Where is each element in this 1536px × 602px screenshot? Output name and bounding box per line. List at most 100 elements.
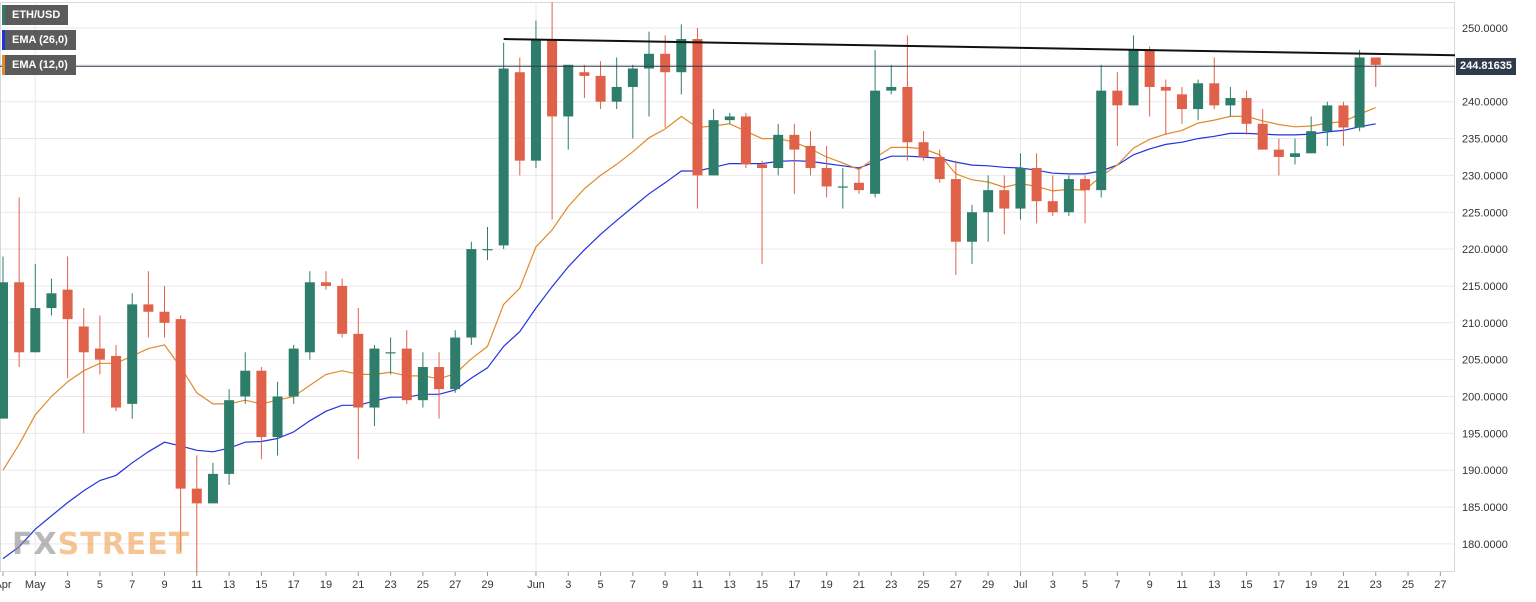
- candle-body: [1370, 57, 1381, 65]
- candle-up: [708, 109, 719, 176]
- candle-body: [369, 348, 380, 408]
- candle-up: [240, 352, 251, 404]
- candle-body: [1225, 98, 1236, 106]
- candle-down: [1273, 138, 1284, 176]
- y-tick-label: 230.0000: [1462, 170, 1508, 182]
- x-tick-label: 19: [821, 579, 833, 591]
- candle-body: [143, 304, 154, 312]
- candle-down: [111, 344, 122, 412]
- candle-up: [1063, 175, 1074, 216]
- candle-body: [482, 249, 493, 251]
- candle-up: [837, 168, 848, 209]
- candle-up: [207, 462, 218, 504]
- candle-body: [950, 179, 961, 242]
- x-tick-label: 23: [885, 579, 897, 591]
- candle-body: [1063, 179, 1074, 213]
- candle-down: [175, 315, 186, 552]
- overlays: [0, 38, 1456, 67]
- x-tick-label: 13: [724, 579, 736, 591]
- candle-up: [724, 112, 735, 124]
- candle-body: [789, 134, 800, 150]
- y-tick-label: 225.0000: [1462, 207, 1508, 219]
- x-tick-label: 9: [161, 579, 167, 591]
- candle-up: [482, 226, 493, 261]
- candle-down: [353, 308, 364, 460]
- candle-body: [14, 282, 25, 353]
- candle-body: [256, 370, 267, 438]
- candle-up: [563, 64, 574, 150]
- candle-body: [918, 142, 929, 157]
- candle-body: [62, 289, 73, 320]
- candle-body: [886, 86, 897, 91]
- candle-up: [224, 389, 235, 485]
- x-tick-label: 19: [320, 579, 332, 591]
- candle-body: [466, 249, 477, 338]
- candle-up: [1354, 50, 1365, 132]
- candle-down: [740, 112, 751, 169]
- x-tick-label: Jun: [527, 579, 545, 591]
- candle-down: [1080, 175, 1091, 224]
- candle-body: [1273, 149, 1284, 157]
- candle-down: [660, 35, 671, 128]
- candle-down: [337, 278, 348, 338]
- candle-body: [805, 145, 816, 169]
- y-tick-label: 240.0000: [1462, 97, 1508, 109]
- x-tick-label: 29: [481, 579, 493, 591]
- x-tick-label: 11: [1176, 579, 1187, 591]
- candle-up: [272, 381, 283, 456]
- resistance-trendline: [503, 38, 1456, 57]
- x-tick-label: 19: [1305, 579, 1317, 591]
- x-tick-label: 3: [1050, 579, 1056, 591]
- candle-down: [579, 64, 590, 99]
- watermark-fx: FX: [12, 527, 58, 562]
- candle-up: [0, 256, 8, 419]
- candle-body: [967, 212, 977, 242]
- candle-up: [870, 50, 881, 198]
- watermark-logo: FXSTREET: [12, 527, 190, 562]
- candle-body: [837, 186, 848, 188]
- candle-body: [1209, 83, 1220, 106]
- candle-body: [1047, 201, 1058, 213]
- candle-down: [595, 61, 606, 110]
- x-tick-label: 9: [1147, 579, 1153, 591]
- candle-down: [401, 330, 412, 404]
- candle-body: [853, 182, 864, 191]
- candle-up: [773, 123, 784, 176]
- legend-label: EMA (26,0): [12, 34, 68, 46]
- candle-down: [1257, 109, 1268, 150]
- candle-body: [191, 488, 202, 504]
- x-tick-label: 17: [788, 579, 800, 591]
- candle-body: [111, 355, 122, 408]
- candle-body: [595, 75, 606, 102]
- candle-body: [30, 308, 41, 353]
- candle-up: [1015, 153, 1026, 220]
- candle-body: [692, 39, 703, 176]
- candle-body: [1176, 94, 1187, 110]
- x-tick-label: 13: [1208, 579, 1220, 591]
- x-tick-label: 7: [630, 579, 636, 591]
- candle-up: [304, 271, 315, 360]
- last-price-tag: 244.81635: [1456, 58, 1516, 75]
- candle-down: [159, 285, 170, 338]
- candle-down: [692, 28, 703, 209]
- candle-body: [159, 311, 170, 323]
- x-tick-label: 17: [288, 579, 300, 591]
- candle-body: [1290, 153, 1300, 157]
- y-tick-label: 210.0000: [1462, 318, 1508, 330]
- candle-up: [1306, 116, 1317, 154]
- candle-body: [999, 190, 1010, 209]
- gridlines: [0, 2, 1455, 572]
- candle-up: [466, 241, 477, 345]
- candle-body: [547, 39, 558, 117]
- y-tick-label: 235.0000: [1462, 134, 1508, 146]
- candle-down: [805, 131, 816, 176]
- candle-up: [369, 344, 380, 426]
- legend-swatch: [2, 30, 5, 50]
- candle-down: [94, 315, 105, 375]
- legend-swatch: [2, 5, 5, 25]
- candle-body: [1322, 105, 1333, 132]
- candle-body: [401, 348, 412, 401]
- candle-down: [1338, 101, 1349, 146]
- candle-up: [417, 352, 428, 408]
- x-tick-label: 13: [223, 579, 235, 591]
